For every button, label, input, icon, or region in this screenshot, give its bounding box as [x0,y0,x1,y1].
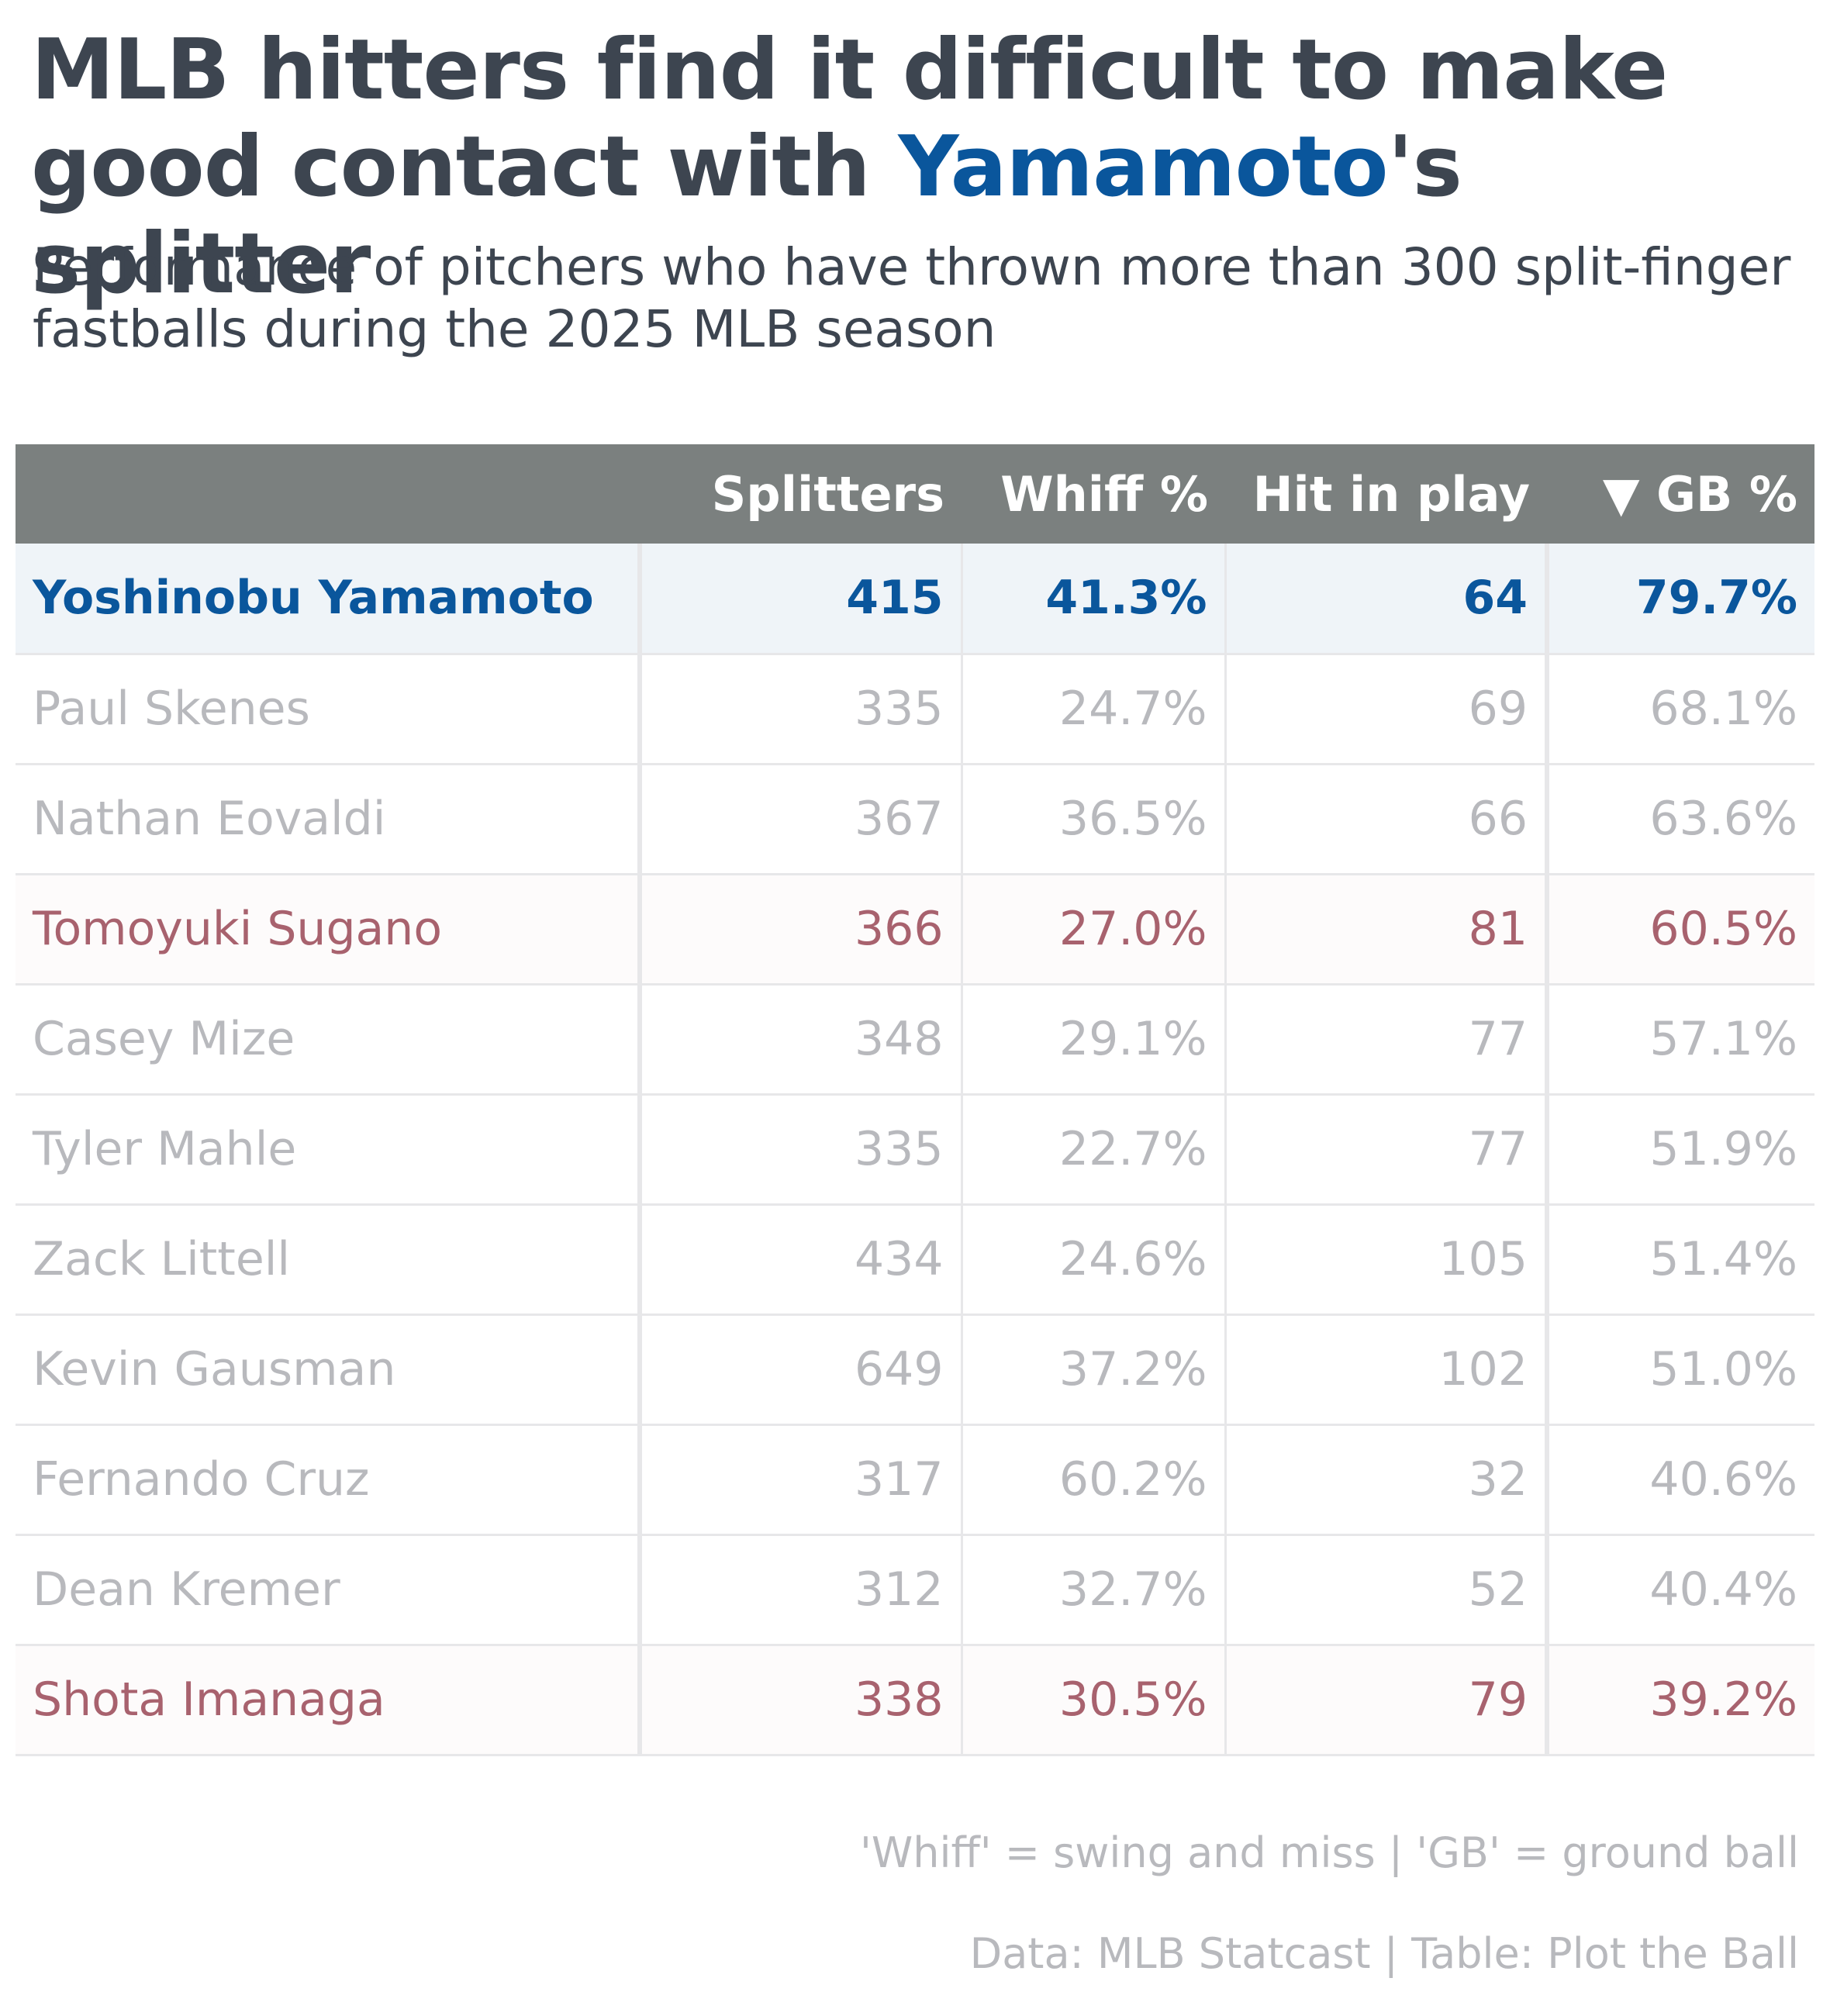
table-row: Tomoyuki Sugano 366 27.0% 81 60.5% [16,874,1814,986]
pitcher-name-cell: Yoshinobu Yamamoto [16,544,642,655]
table-row: Tyler Mahle 335 22.7% 77 51.9% [16,1094,1814,1206]
pitcher-name-cell: Zack Littell [16,1204,642,1316]
whiff-cell: 41.3% [962,544,1227,655]
gb-cell: 79.7% [1547,544,1814,655]
splitters-cell: 335 [640,1094,963,1206]
gb-cell: 63.6% [1547,764,1814,875]
hit-in-play-cell: 79 [1225,1645,1549,1756]
hit-in-play-cell: 52 [1225,1534,1549,1646]
splitters-cell: 367 [640,764,963,875]
whiff-cell: 24.6% [962,1204,1227,1316]
whiff-cell: 30.5% [962,1645,1227,1756]
whiff-cell: 24.7% [962,654,1227,765]
splitters-cell: 649 [640,1314,963,1426]
table-row: Nathan Eovaldi 367 36.5% 66 63.6% [16,764,1814,875]
whiff-cell: 29.1% [962,984,1227,1096]
table-body: Yoshinobu Yamamoto 415 41.3% 64 79.7% Paul Sk… [16,544,1814,1756]
header-gb-sorted: ▼ GB % [1547,444,1814,544]
header-hit-in-play: Hit in play [1225,444,1547,544]
gb-cell: 40.6% [1547,1424,1814,1536]
header-whiff: Whiff % [962,444,1225,544]
chart-subtitle: Performance of pitchers who have thrown … [33,237,1791,359]
chart-title: MLB hitters find it difficult to make go… [31,22,1799,312]
gb-cell: 60.5% [1547,874,1814,986]
splitters-cell: 415 [640,544,963,655]
whiff-cell: 27.0% [962,874,1227,986]
table-row: Casey Mize 348 29.1% 77 57.1% [16,984,1814,1096]
pitcher-name-cell: Shota Imanaga [16,1645,642,1756]
pitcher-name-cell: Casey Mize [16,984,642,1096]
title-part-2: 's splitter [31,119,1462,312]
whiff-cell: 37.2% [962,1314,1227,1426]
gb-cell: 57.1% [1547,984,1814,1096]
gb-cell: 39.2% [1547,1645,1814,1756]
table-header-row: Splitters Whiff % Hit in play ▼ GB % [16,444,1814,544]
title-highlight-yamamoto: Yamamoto [898,119,1388,216]
gb-cell: 51.9% [1547,1094,1814,1206]
splitters-cell: 335 [640,654,963,765]
hit-in-play-cell: 105 [1225,1204,1549,1316]
whiff-cell: 36.5% [962,764,1227,875]
splitters-cell: 312 [640,1534,963,1646]
whiff-cell: 22.7% [962,1094,1227,1206]
whiff-cell: 32.7% [962,1534,1227,1646]
hit-in-play-cell: 32 [1225,1424,1549,1536]
pitcher-table: Splitters Whiff % Hit in play ▼ GB % Yos… [16,444,1814,1756]
gb-cell: 51.0% [1547,1314,1814,1426]
splitters-cell: 348 [640,984,963,1096]
table-row: Yoshinobu Yamamoto 415 41.3% 64 79.7% [16,544,1814,655]
hit-in-play-cell: 69 [1225,654,1549,765]
table-row: Kevin Gausman 649 37.2% 102 51.0% [16,1314,1814,1426]
footer-note: 'Whiff' = swing and miss | 'GB' = ground… [860,1828,1799,1877]
pitcher-name-cell: Tomoyuki Sugano [16,874,642,986]
hit-in-play-cell: 102 [1225,1314,1549,1426]
splitters-cell: 338 [640,1645,963,1756]
splitters-cell: 317 [640,1424,963,1536]
splitters-cell: 434 [640,1204,963,1316]
splitters-cell: 366 [640,874,963,986]
gb-cell: 40.4% [1547,1534,1814,1646]
title-part-1: MLB hitters find it difficult to make go… [31,22,1668,216]
pitcher-name-cell: Fernando Cruz [16,1424,642,1536]
pitcher-name-cell: Paul Skenes [16,654,642,765]
hit-in-play-cell: 81 [1225,874,1549,986]
table-row: Dean Kremer 312 32.7% 52 40.4% [16,1534,1814,1646]
table-row: Shota Imanaga 338 30.5% 79 39.2% [16,1645,1814,1756]
table-row: Zack Littell 434 24.6% 105 51.4% [16,1204,1814,1316]
hit-in-play-cell: 66 [1225,764,1549,875]
pitcher-name-cell: Dean Kremer [16,1534,642,1646]
gb-cell: 51.4% [1547,1204,1814,1316]
table-row: Paul Skenes 335 24.7% 69 68.1% [16,654,1814,765]
whiff-cell: 60.2% [962,1424,1227,1536]
hit-in-play-cell: 77 [1225,984,1549,1096]
pitcher-name-cell: Kevin Gausman [16,1314,642,1426]
gb-cell: 68.1% [1547,654,1814,765]
pitcher-name-cell: Tyler Mahle [16,1094,642,1206]
hit-in-play-cell: 64 [1225,544,1549,655]
footer-source: Data: MLB Statcast | Table: Plot the Bal… [969,1929,1799,1978]
header-name [16,444,640,544]
hit-in-play-cell: 77 [1225,1094,1549,1206]
table-row: Fernando Cruz 317 60.2% 32 40.6% [16,1424,1814,1536]
header-splitters: Splitters [640,444,962,544]
pitcher-name-cell: Nathan Eovaldi [16,764,642,875]
